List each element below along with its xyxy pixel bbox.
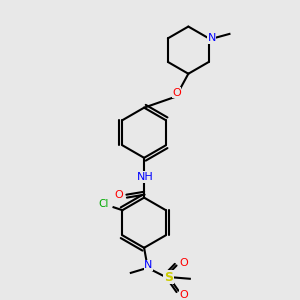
Text: N: N bbox=[144, 260, 153, 271]
Text: O: O bbox=[179, 257, 188, 268]
Text: O: O bbox=[172, 88, 181, 98]
Text: O: O bbox=[115, 190, 123, 200]
Text: O: O bbox=[179, 290, 188, 300]
Text: N: N bbox=[208, 33, 216, 43]
Text: S: S bbox=[164, 271, 173, 284]
Text: NH: NH bbox=[137, 172, 154, 182]
Text: Cl: Cl bbox=[98, 199, 108, 209]
